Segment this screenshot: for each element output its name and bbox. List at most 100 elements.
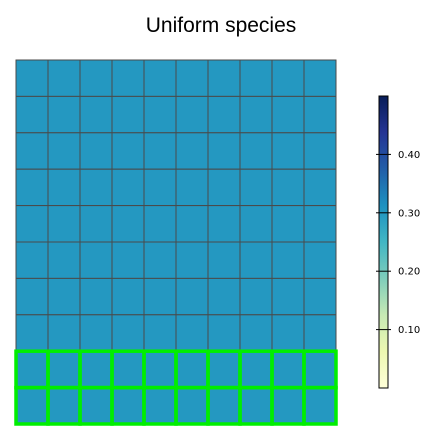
heatmap-cell bbox=[207, 168, 241, 207]
heatmap-cell bbox=[111, 350, 145, 389]
heatmap-cell bbox=[239, 387, 273, 425]
heatmap-cell bbox=[47, 314, 81, 352]
heatmap-cell bbox=[15, 132, 49, 170]
heatmap-cell bbox=[303, 95, 337, 134]
heatmap-cell bbox=[207, 277, 241, 316]
colorbar-ticks: 0.10 0.20 0.30 0.40 bbox=[376, 150, 420, 336]
chart-title: Uniform species bbox=[146, 14, 297, 37]
heatmap-cell bbox=[207, 132, 241, 170]
heatmap-cell bbox=[271, 277, 305, 316]
heatmap-cell bbox=[175, 132, 209, 170]
heatmap-cell bbox=[303, 241, 337, 279]
heatmap-cell bbox=[239, 95, 273, 134]
heatmap-cell bbox=[15, 241, 49, 279]
heatmap-cell bbox=[15, 277, 49, 316]
heatmap-cell bbox=[15, 387, 49, 425]
heatmap-cell bbox=[79, 205, 113, 243]
heatmap-cell bbox=[47, 168, 81, 207]
heatmap-cell bbox=[303, 59, 337, 97]
heatmap-cell bbox=[239, 241, 273, 279]
heatmap-cell bbox=[207, 95, 241, 134]
heatmap-cell bbox=[271, 387, 305, 425]
highlighted-cells bbox=[14, 349, 338, 426]
heatmap-cell bbox=[79, 277, 113, 316]
heatmap-cell bbox=[207, 241, 241, 279]
heatmap-cell bbox=[239, 277, 273, 316]
heatmap-cell bbox=[79, 350, 113, 389]
heatmap-cell bbox=[207, 387, 241, 425]
heatmap-cell bbox=[79, 132, 113, 170]
heatmap-cell bbox=[271, 241, 305, 279]
heatmap-cell bbox=[271, 59, 305, 97]
heatmap-cell bbox=[47, 95, 81, 134]
heatmap-cell bbox=[143, 241, 177, 279]
heatmap-cell bbox=[143, 350, 177, 389]
heatmap-cell bbox=[271, 350, 305, 389]
heatmap-cell bbox=[143, 132, 177, 170]
heatmap-cell bbox=[239, 205, 273, 243]
heatmap-cell bbox=[303, 387, 337, 425]
heatmap-cell bbox=[303, 205, 337, 243]
heatmap-cell bbox=[111, 314, 145, 352]
heatmap-cell bbox=[47, 132, 81, 170]
heatmap-cells bbox=[15, 59, 337, 425]
colorbar-gradient bbox=[378, 95, 389, 389]
heatmap-cell bbox=[175, 350, 209, 389]
heatmap-cell bbox=[111, 95, 145, 134]
heatmap-cell bbox=[143, 59, 177, 97]
heatmap-cell bbox=[175, 241, 209, 279]
colorbar: 0.10 0.20 0.30 0.40 bbox=[376, 95, 420, 389]
heatmap-cell bbox=[15, 168, 49, 207]
heatmap-cell bbox=[175, 277, 209, 316]
heatmap-cell bbox=[271, 95, 305, 134]
colorbar-tick-label: 0.20 bbox=[398, 267, 420, 278]
heatmap-cell bbox=[175, 205, 209, 243]
heatmap-cell bbox=[239, 59, 273, 97]
colorbar-tick-label: 0.30 bbox=[398, 208, 420, 219]
heatmap-cell bbox=[303, 277, 337, 316]
heatmap-cell bbox=[15, 205, 49, 243]
heatmap-cell bbox=[175, 387, 209, 425]
heatmap-cell bbox=[303, 350, 337, 389]
heatmap-cell bbox=[15, 59, 49, 97]
heatmap-cell bbox=[47, 277, 81, 316]
heatmap-cell bbox=[207, 314, 241, 352]
heatmap-cell bbox=[175, 95, 209, 134]
heatmap-cell bbox=[143, 277, 177, 316]
heatmap-cell bbox=[111, 168, 145, 207]
heatmap-cell bbox=[239, 168, 273, 207]
heatmap-cell bbox=[79, 241, 113, 279]
heatmap-cell bbox=[15, 350, 49, 389]
heatmap-cell bbox=[15, 314, 49, 352]
heatmap-cell bbox=[175, 314, 209, 352]
heatmap-cell bbox=[79, 168, 113, 207]
heatmap-cell bbox=[239, 314, 273, 352]
heatmap-cell bbox=[207, 350, 241, 389]
heatmap-cell bbox=[271, 314, 305, 352]
heatmap-cell bbox=[79, 387, 113, 425]
heatmap-cell bbox=[271, 132, 305, 170]
heatmap-cell bbox=[47, 205, 81, 243]
heatmap-cell bbox=[79, 95, 113, 134]
heatmap-cell bbox=[47, 387, 81, 425]
heatmap-cell bbox=[47, 241, 81, 279]
heatmap-cell bbox=[47, 350, 81, 389]
heatmap-cell bbox=[207, 59, 241, 97]
highlighted-cell bbox=[302, 385, 338, 426]
heatmap-cell bbox=[79, 59, 113, 97]
heatmap-cell bbox=[143, 205, 177, 243]
heatmap-cell bbox=[271, 205, 305, 243]
heatmap-cell bbox=[111, 277, 145, 316]
heatmap-cell bbox=[239, 350, 273, 389]
heatmap-cell bbox=[111, 132, 145, 170]
heatmap-cell bbox=[303, 168, 337, 207]
heatmap-cell bbox=[175, 59, 209, 97]
heatmap-cell bbox=[303, 314, 337, 352]
colorbar-tick-label: 0.10 bbox=[398, 325, 420, 336]
heatmap-cell bbox=[79, 314, 113, 352]
heatmap-cell bbox=[15, 95, 49, 134]
heatmap-cell bbox=[271, 168, 305, 207]
heatmap-cell bbox=[111, 205, 145, 243]
colorbar-tick-label: 0.40 bbox=[398, 150, 420, 161]
